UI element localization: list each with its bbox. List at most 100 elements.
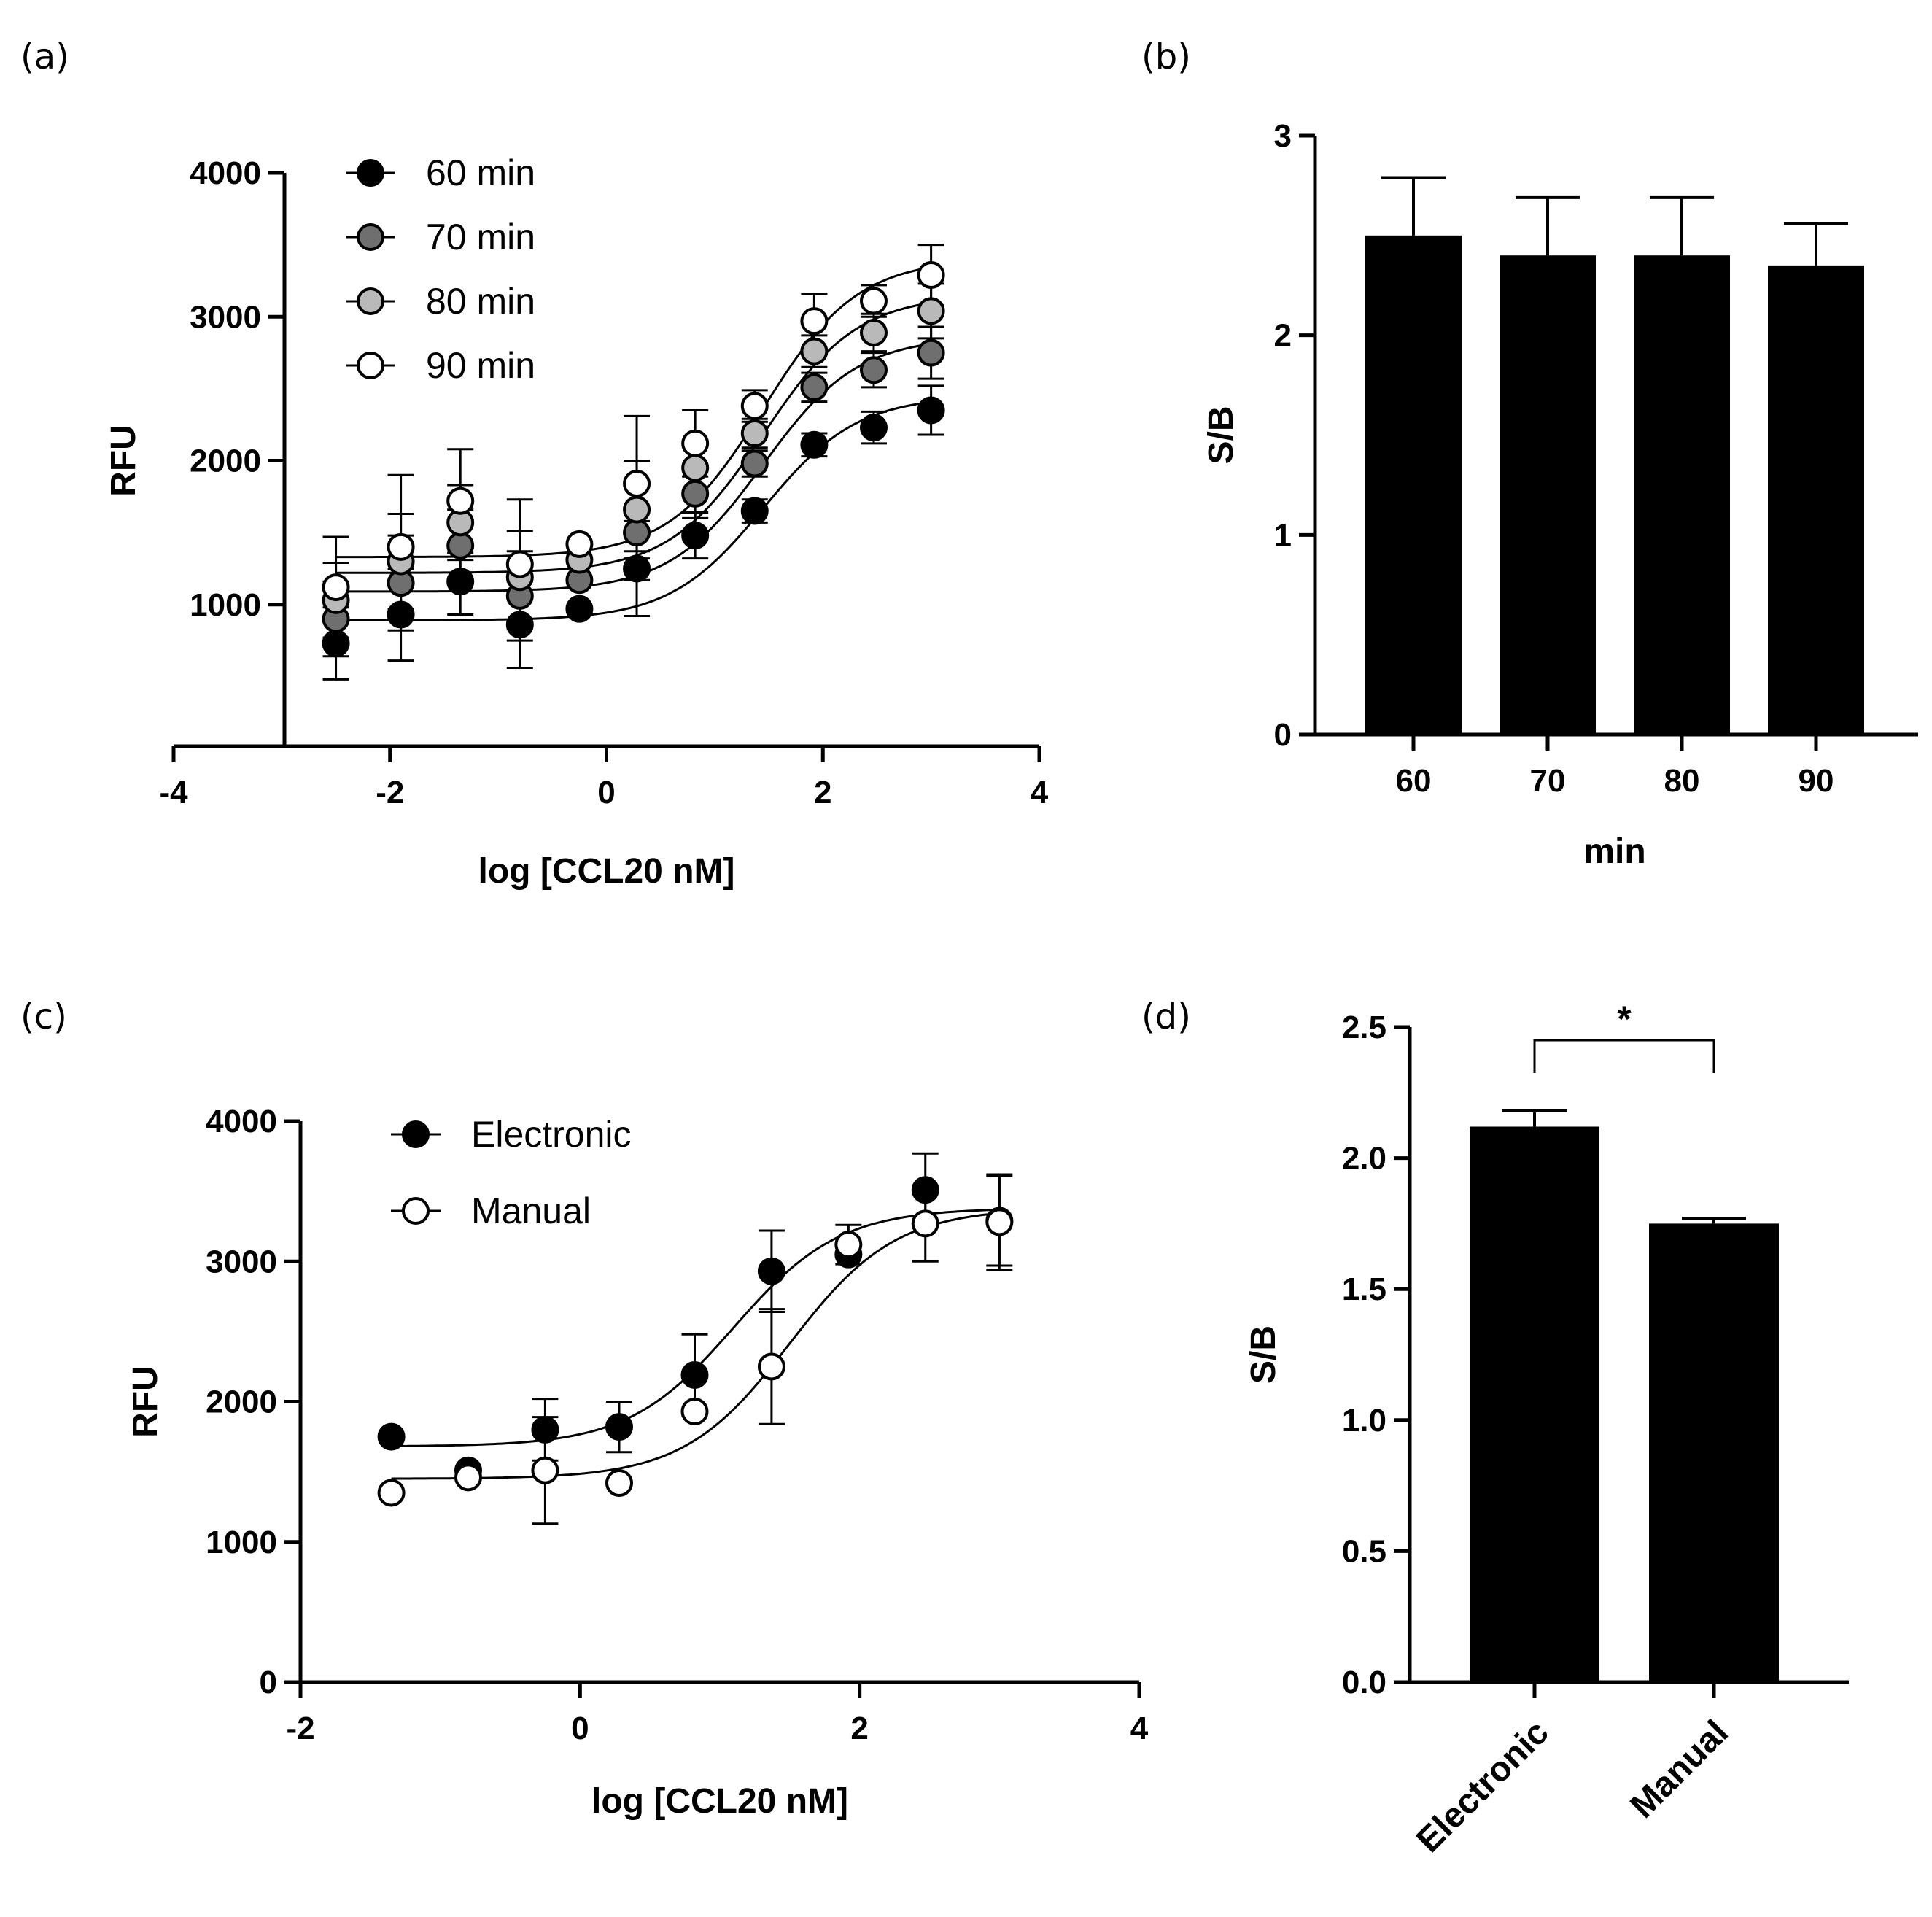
data-point bbox=[387, 532, 415, 561]
y-tick-label: 2.0 bbox=[1342, 1141, 1386, 1177]
fit-curve bbox=[335, 342, 931, 593]
x-tick-label: Electronic bbox=[1409, 1713, 1556, 1860]
data-point bbox=[740, 419, 769, 448]
x-axis-title: min bbox=[1583, 832, 1645, 871]
data-point bbox=[377, 1422, 406, 1451]
data-point bbox=[446, 487, 475, 515]
data-point bbox=[985, 1208, 1014, 1236]
bar bbox=[1634, 255, 1730, 735]
data-point bbox=[911, 1176, 939, 1204]
y-tick-label: 1.5 bbox=[1342, 1271, 1386, 1307]
data-point bbox=[531, 1415, 559, 1444]
data-point bbox=[322, 630, 350, 658]
data-point bbox=[859, 287, 888, 315]
data-point bbox=[623, 470, 651, 498]
data-point bbox=[623, 554, 651, 583]
y-axis-title: S/B bbox=[1202, 406, 1241, 464]
data-point bbox=[377, 1479, 406, 1507]
significance-marker: * bbox=[1617, 999, 1632, 1039]
legend-marker bbox=[357, 223, 384, 251]
panel-label: (d) bbox=[1141, 996, 1191, 1037]
x-tick-label: 60 bbox=[1396, 763, 1432, 799]
data-point bbox=[917, 261, 945, 290]
panel-3-group: (d) 0.0 0.5 1.0 1.5 2.0 2.5 S/B Electronic Manual… bbox=[1141, 996, 1849, 1860]
data-point bbox=[740, 497, 769, 525]
y-tick-label: 3 bbox=[1274, 118, 1292, 154]
y-axis-title: S/B bbox=[1244, 1325, 1283, 1384]
y-tick-label: 2000 bbox=[190, 444, 261, 479]
y-axis-title: RFU bbox=[126, 1366, 165, 1438]
legend-label: 70 min bbox=[426, 217, 535, 257]
y-tick-label: 1.0 bbox=[1342, 1403, 1386, 1438]
fit-curve bbox=[335, 400, 931, 621]
legend-label: 60 min bbox=[426, 152, 535, 193]
legend-label: 80 min bbox=[426, 281, 535, 322]
data-point bbox=[446, 531, 475, 559]
y-tick-label: 0.5 bbox=[1342, 1533, 1386, 1569]
y-tick-label: 4000 bbox=[206, 1104, 277, 1139]
y-tick-label: 0.0 bbox=[1342, 1665, 1386, 1700]
y-tick-label: 2 bbox=[1274, 318, 1292, 354]
data-point bbox=[859, 356, 888, 384]
data-point bbox=[859, 318, 888, 346]
y-tick-label: 1000 bbox=[190, 587, 261, 623]
bar bbox=[1768, 265, 1864, 735]
data-point bbox=[565, 595, 594, 623]
data-point bbox=[834, 1231, 863, 1259]
x-axis-title: log [CCL20 nM] bbox=[478, 852, 735, 891]
data-point bbox=[800, 430, 829, 459]
data-point bbox=[680, 1397, 709, 1425]
legend-label: Electronic bbox=[471, 1114, 632, 1155]
data-point bbox=[505, 611, 534, 639]
data-point bbox=[605, 1413, 633, 1441]
fit-curve bbox=[391, 1212, 1000, 1480]
x-tick-label: 80 bbox=[1664, 763, 1700, 799]
x-tick-label: 0 bbox=[597, 775, 615, 810]
legend-marker bbox=[357, 287, 384, 315]
panel-0-group: (a) 1000 2000 3000 4000 -4 -2 0 2 4 log [CCL20 nM]… bbox=[20, 36, 1049, 891]
x-tick-label: 2 bbox=[814, 775, 831, 810]
x-tick-label: -2 bbox=[286, 1711, 314, 1746]
data-point bbox=[917, 338, 945, 367]
data-point bbox=[681, 479, 710, 508]
bar bbox=[1470, 1126, 1599, 1682]
x-tick-label: 4 bbox=[1031, 775, 1049, 810]
data-point bbox=[917, 297, 945, 325]
y-tick-label: 3000 bbox=[190, 299, 261, 335]
panel-1-group: (b) 0 1 2 3 S/B 60 70 80 90 min bbox=[1141, 36, 1918, 871]
data-point bbox=[565, 530, 594, 558]
legend-marker bbox=[357, 159, 384, 187]
x-tick-label: 0 bbox=[571, 1711, 589, 1746]
x-tick-label: -2 bbox=[376, 775, 404, 810]
panel-label: (b) bbox=[1141, 36, 1191, 77]
data-point bbox=[740, 392, 769, 420]
data-point bbox=[387, 600, 415, 629]
x-tick-label: 4 bbox=[1130, 1711, 1149, 1746]
data-point bbox=[623, 495, 651, 524]
y-tick-label: 2.5 bbox=[1342, 1010, 1386, 1045]
data-point bbox=[623, 519, 651, 547]
x-tick-label: 90 bbox=[1799, 763, 1834, 799]
data-point bbox=[605, 1469, 633, 1498]
data-point bbox=[681, 454, 710, 482]
data-point bbox=[681, 522, 710, 550]
y-tick-label: 3000 bbox=[206, 1244, 277, 1279]
data-point bbox=[531, 1456, 559, 1484]
y-tick-label: 1 bbox=[1274, 517, 1292, 553]
x-tick-label: -4 bbox=[159, 775, 188, 810]
data-point bbox=[681, 429, 710, 457]
legend-label: 90 min bbox=[426, 345, 535, 386]
x-axis-title: log [CCL20 nM] bbox=[591, 1782, 848, 1821]
data-point bbox=[917, 396, 945, 425]
data-point bbox=[800, 373, 829, 401]
data-point bbox=[911, 1209, 939, 1238]
x-tick-label: Manual bbox=[1623, 1713, 1735, 1825]
data-point bbox=[757, 1257, 785, 1285]
data-point bbox=[800, 307, 829, 336]
legend-label: Manual bbox=[471, 1190, 591, 1231]
data-point bbox=[680, 1360, 709, 1389]
bar bbox=[1365, 235, 1462, 735]
panel-label: (c) bbox=[20, 996, 67, 1037]
legend-marker bbox=[402, 1197, 430, 1225]
